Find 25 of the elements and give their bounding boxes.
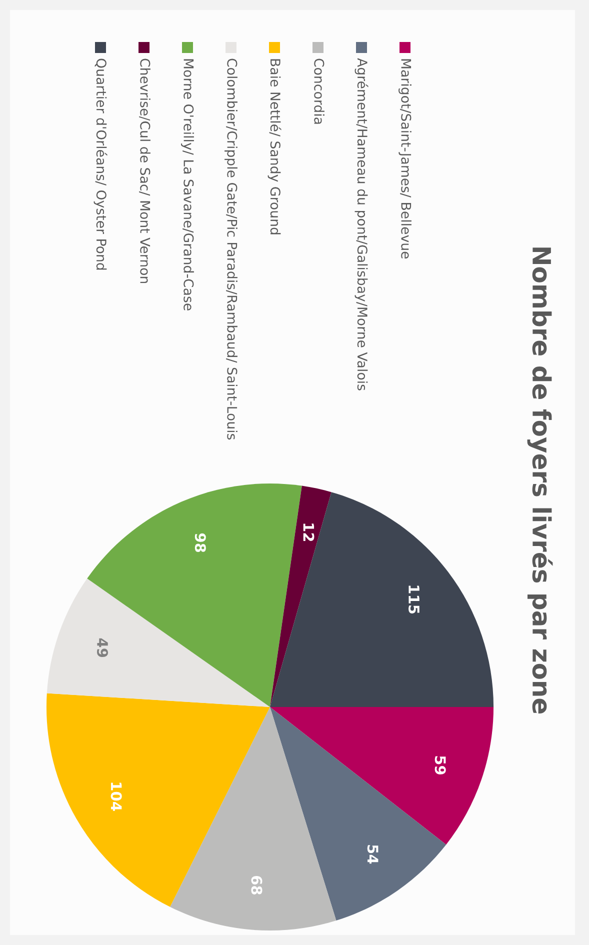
pie-slice (46, 693, 270, 907)
data-label: 68 (251, 876, 262, 894)
data-label: 115 (408, 586, 420, 614)
pie-slice (170, 707, 336, 931)
data-label: 12 (303, 524, 314, 542)
legend-label: Agrément/Hameau du pont/Galisbay/Morne Valois (354, 58, 368, 390)
data-label: 104 (110, 782, 122, 811)
pie-slice (46, 578, 270, 707)
pie-slice (87, 483, 302, 707)
legend-label: Morne O'reilly/ La Savane/Grand-Case (181, 59, 194, 310)
pie-slice (270, 707, 494, 845)
legend-label: Quartier d'Orléans/ Oyster Pond (94, 58, 108, 270)
legend-label: Marigot/Saint-James/ Bellevue (398, 59, 412, 259)
data-label: 59 (434, 756, 446, 774)
legend-label: Chevrise/Cul de Sac/ Mont Vernon (139, 58, 150, 284)
pie-slice (270, 707, 446, 920)
data-label: 54 (367, 845, 378, 864)
pie-slice (270, 486, 332, 707)
pie-slice (270, 492, 494, 707)
legend-label: Concordia (314, 58, 324, 124)
data-label: 98 (194, 533, 206, 552)
legend-label: Baie Nettlé/ Sandy Ground (268, 59, 282, 234)
data-label: 49 (97, 638, 108, 658)
legend-label: Colombier/Cripple Gate/Pic Paradis/Rambaud/ Saint-Louis (224, 58, 238, 440)
text: Nombre de foyers livrés par zone (527, 248, 553, 714)
